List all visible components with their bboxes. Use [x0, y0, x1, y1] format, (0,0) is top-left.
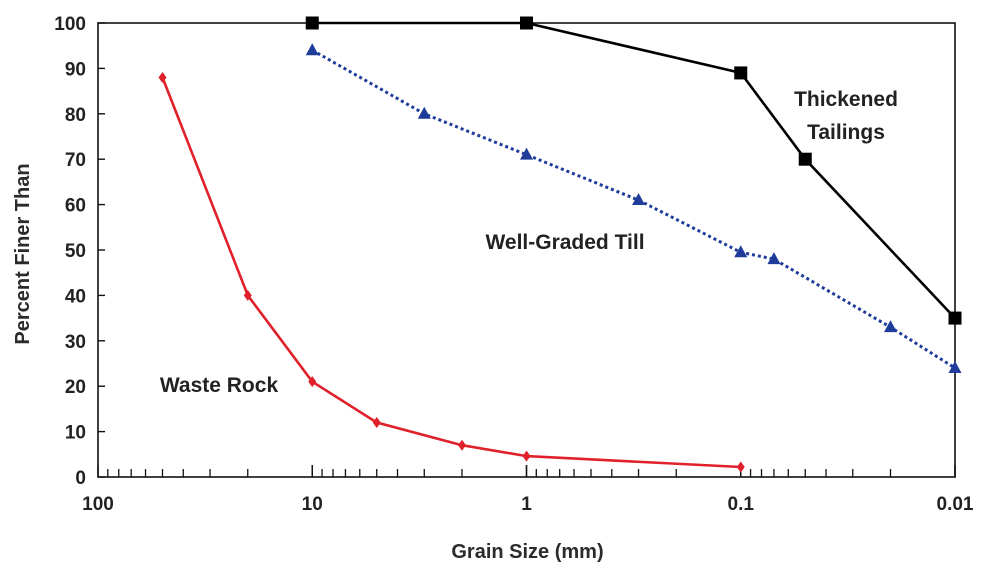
series-line — [312, 23, 955, 318]
annotation-well-graded-till: Well-Graded Till — [485, 231, 644, 254]
y-tick-label: 80 — [65, 105, 86, 126]
annotation-thickened-tailings: Tailings — [807, 121, 885, 144]
data-point-triangle — [306, 43, 319, 55]
x-axis-label: Grain Size (mm) — [451, 541, 603, 563]
data-point-square — [306, 17, 319, 30]
data-point-triangle — [949, 361, 962, 373]
x-tick-label: 10 — [302, 494, 323, 515]
annotation-waste-rock: Waste Rock — [160, 374, 279, 397]
data-point-square — [949, 312, 962, 325]
y-tick-label: 90 — [65, 59, 86, 80]
data-point-square — [799, 153, 812, 166]
y-tick-label: 10 — [65, 423, 86, 444]
y-tick-label: 50 — [65, 241, 86, 262]
data-point-diamond — [737, 462, 745, 473]
series-line — [163, 78, 741, 468]
data-point-diamond — [523, 451, 531, 462]
y-tick-label: 100 — [54, 14, 86, 35]
data-point-square — [734, 66, 747, 79]
data-point-triangle — [418, 107, 431, 119]
y-axis-label: Percent Finer Than — [12, 163, 34, 344]
x-tick-label: 0.1 — [728, 494, 755, 515]
data-point-diamond — [373, 417, 381, 428]
data-point-diamond — [458, 440, 466, 451]
y-tick-label: 70 — [65, 150, 86, 171]
y-tick-label: 0 — [75, 468, 86, 489]
x-tick-label: 0.01 — [937, 494, 974, 515]
annotation-thickened-tailings: Thickened — [794, 88, 898, 111]
series-thickened-tailings — [306, 17, 962, 325]
data-point-triangle — [767, 252, 780, 264]
x-tick-label: 100 — [82, 494, 114, 515]
data-point-square — [520, 17, 533, 30]
x-tick-label: 1 — [521, 494, 532, 515]
y-tick-label: 20 — [65, 377, 86, 398]
y-tick-label: 40 — [65, 286, 86, 307]
y-tick-label: 60 — [65, 196, 86, 217]
y-tick-label: 30 — [65, 332, 86, 353]
series-waste-rock — [158, 72, 744, 473]
